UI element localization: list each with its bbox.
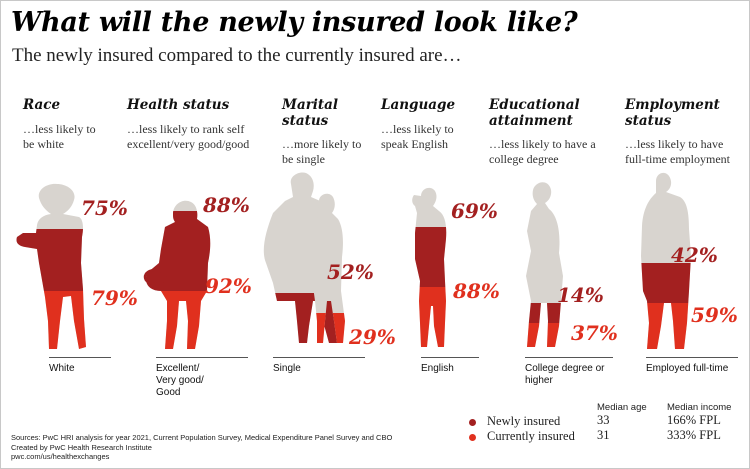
category-edu: College degree or higher: [525, 363, 605, 386]
fill-language-currently: [412, 287, 447, 347]
baseline-race: [49, 357, 111, 358]
legend-dot-currently: [469, 434, 476, 441]
sources-line-3: pwc.com/us/healthexchanges: [11, 452, 110, 461]
legend-label-newly: Newly insured: [487, 414, 561, 428]
baseline-marital: [273, 357, 365, 358]
baseline-language: [421, 357, 479, 358]
legend-header-age: Median age: [597, 402, 647, 413]
page-subtitle: The newly insured compared to the curren…: [12, 45, 462, 66]
label-language-currently: 88%: [453, 279, 500, 303]
label-health-currently: 92%: [205, 274, 252, 298]
heading-language: Language: [381, 97, 456, 113]
fill-language-newly: [412, 227, 447, 287]
label-language-newly: 69%: [451, 199, 498, 223]
legend-dot-newly: [469, 419, 476, 426]
label-marital-newly: 52%: [327, 260, 374, 284]
desc-marital-status: …more likely to be single: [282, 137, 362, 166]
handbag-strap-icon: [143, 268, 167, 286]
category-health: Excellent/ Very good/ Good: [156, 363, 204, 398]
baseline-edu: [525, 357, 613, 358]
fill-race-newly: [16, 229, 86, 291]
heading-marital-status: Marital status: [282, 97, 339, 129]
label-employ-currently: 59%: [691, 303, 738, 327]
legend-age-newly: 33: [597, 413, 610, 427]
fill-health-currently: [145, 291, 211, 349]
heading-employment-status: Employment status: [625, 97, 720, 129]
heading-educational-attainment: Educational attainment: [489, 97, 580, 129]
figure-language: [412, 187, 447, 347]
page-title: What will the newly insured look like?: [11, 7, 578, 38]
legend-income-currently: 333% FPL: [667, 428, 721, 442]
fill-race-currently: [16, 291, 86, 349]
fill-edu-currently: [526, 323, 563, 347]
legend-age-currently: 31: [597, 428, 610, 442]
legend-label-currently: Currently insured: [487, 429, 575, 443]
desc-employment-status: …less likely to have full-time employmen…: [625, 137, 730, 166]
sources-line-2: Created by PwC Health Research Institute: [11, 442, 152, 452]
legend-header-income: Median income: [667, 402, 732, 413]
label-health-newly: 88%: [203, 193, 250, 217]
label-marital-currently: 29%: [349, 325, 396, 349]
baseline-health: [156, 357, 248, 358]
heading-race: Race: [23, 97, 61, 113]
desc-language: …less likely to speak English: [381, 122, 454, 151]
fill-employ-newly: [641, 263, 691, 303]
sources-note: Sources: PwC HRI analysis for year 2021,…: [11, 433, 392, 462]
sources-line-1: Sources: PwC HRI analysis for year 2021,…: [11, 433, 393, 442]
desc-health-status: …less likely to rank self excellent/very…: [127, 122, 250, 151]
heading-health-status: Health status: [127, 97, 230, 113]
label-race-currently: 79%: [91, 286, 138, 310]
legend-income-newly: 166% FPL: [667, 413, 721, 427]
desc-educational-attainment: …less likely to have a college degree: [489, 137, 596, 166]
category-language: English: [421, 363, 454, 374]
category-employ: Employed full-time: [646, 363, 729, 374]
label-race-newly: 75%: [81, 196, 128, 220]
baseline-employ: [646, 357, 738, 358]
label-employ-newly: 42%: [671, 243, 718, 267]
label-edu-currently: 37%: [571, 321, 618, 345]
category-marital: Single: [273, 363, 301, 374]
desc-race: …less likely to be white: [23, 122, 96, 151]
label-edu-newly: 14%: [557, 283, 604, 307]
category-race: White: [49, 363, 75, 374]
figure-education: [526, 182, 563, 347]
